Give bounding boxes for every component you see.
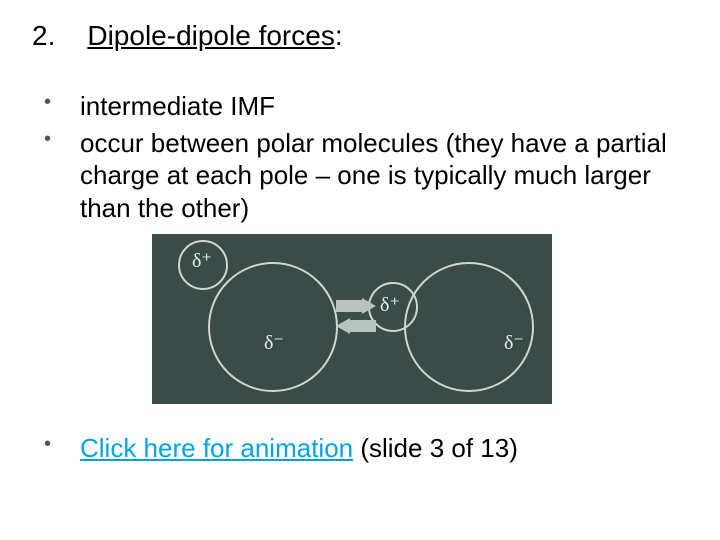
list-item: Click here for animation (slide 3 of 13)	[44, 432, 688, 465]
heading-title-wrap: Dipole-dipole forces:	[87, 20, 342, 52]
heading-number: 2.	[32, 20, 55, 52]
delta-minus-left-label: δ⁻	[264, 330, 284, 355]
delta-plus-left-label: δ⁺	[192, 248, 212, 273]
arrow-right-icon	[336, 298, 376, 314]
diagram-container: δ⁺ δ⁻ δ⁺ δ⁻	[152, 234, 688, 404]
bullet-list: intermediate IMF occur between polar mol…	[44, 90, 688, 224]
heading-title: Dipole-dipole forces	[87, 20, 334, 51]
list-item: intermediate IMF	[44, 90, 688, 123]
heading-colon: :	[335, 20, 343, 51]
slide: 2. Dipole-dipole forces: intermediate IM…	[0, 0, 720, 540]
dipole-diagram: δ⁺ δ⁻ δ⁺ δ⁻	[152, 234, 552, 404]
delta-plus-right-label: δ⁺	[380, 292, 400, 317]
molecule-right-big-circle	[404, 262, 534, 392]
arrow-left-icon	[336, 318, 376, 334]
bullet-text: occur between polar molecules (they have…	[80, 128, 667, 223]
animation-link[interactable]: Click here for animation	[80, 433, 353, 463]
bullet-list-footer: Click here for animation (slide 3 of 13)	[44, 432, 688, 465]
molecule-left-big-circle	[208, 262, 338, 392]
animation-suffix: (slide 3 of 13)	[353, 433, 518, 463]
delta-minus-right-label: δ⁻	[504, 330, 524, 355]
heading-row: 2. Dipole-dipole forces:	[32, 20, 688, 52]
bullet-text: intermediate IMF	[80, 91, 275, 121]
list-item: occur between polar molecules (they have…	[44, 127, 688, 225]
